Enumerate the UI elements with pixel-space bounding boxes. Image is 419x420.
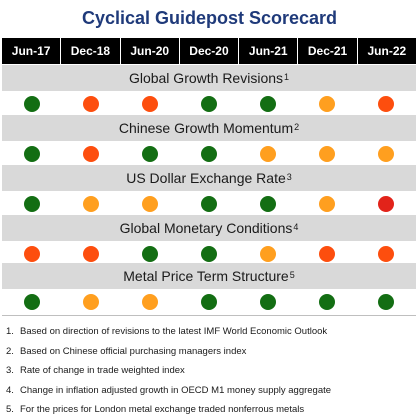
footnote-number: 1. xyxy=(6,326,14,338)
section-band-us-dollar-exchange-rate: US Dollar Exchange Rate 3 xyxy=(2,165,416,191)
period-header: Jun-21 xyxy=(239,38,299,64)
signal-dot-green xyxy=(200,96,217,112)
signal-dot-red xyxy=(378,196,395,212)
signal-row-global-monetary-conditions xyxy=(2,241,416,267)
signal-row-metal-price-term-structure xyxy=(2,289,416,315)
period-header: Jun-17 xyxy=(2,38,62,64)
signal-dot-green xyxy=(200,146,217,162)
signal-dot-orange xyxy=(260,246,277,262)
signal-dot-green xyxy=(378,294,395,310)
section-band-metal-price-term-structure: Metal Price Term Structure 5 xyxy=(2,263,416,289)
signal-dot-orange xyxy=(260,146,277,162)
section-label: Metal Price Term Structure xyxy=(123,268,289,284)
section-label: Global Growth Revisions xyxy=(128,70,284,86)
footnote-item: 3. Rate of change in trade weighted index xyxy=(6,361,416,381)
signal-dot-orange xyxy=(319,146,336,162)
footnote-item: 4. Change in inflation adjusted growth in… xyxy=(6,381,416,401)
signal-dot-green xyxy=(23,294,40,310)
signal-dot-orange xyxy=(82,294,99,310)
signal-dot-green xyxy=(141,146,158,162)
signal-dot-red-orange xyxy=(23,246,40,262)
signal-row-global-growth-revisions xyxy=(2,91,416,117)
footnote-text: Rate of change in trade weighted index xyxy=(20,365,185,377)
section-band-chinese-growth-momentum: Chinese Growth Momentum 2 xyxy=(2,115,416,141)
signal-dot-orange xyxy=(378,146,395,162)
signal-dot-red-orange xyxy=(378,96,395,112)
footnotes: 1. Based on direction of revisions to the… xyxy=(6,322,416,420)
footnote-item: 2. Based on Chinese official purchasing m… xyxy=(6,342,416,362)
section-band-global-monetary-conditions: Global Monetary Conditions 4 xyxy=(2,215,416,241)
signal-dot-green xyxy=(23,96,40,112)
signal-dot-orange xyxy=(319,96,336,112)
footnote-text: Based on direction of revisions to the l… xyxy=(20,326,328,338)
period-header: Dec-18 xyxy=(61,38,121,64)
signal-dot-green xyxy=(23,146,40,162)
signal-dot-red-orange xyxy=(82,246,99,262)
signal-dot-green xyxy=(200,196,217,212)
period-header: Jun-22 xyxy=(357,38,416,64)
footnote-number: 2. xyxy=(6,345,14,357)
signal-row-us-dollar-exchange-rate xyxy=(2,191,416,217)
footnote-text: Change in inflation adjusted growth in O… xyxy=(20,384,332,396)
footnote-number: 5. xyxy=(6,404,14,416)
footnote-marker: 4 xyxy=(293,222,299,232)
footnote-text: For the prices for London metal exchange… xyxy=(20,404,305,416)
signal-dot-red-orange xyxy=(319,246,336,262)
section-label: US Dollar Exchange Rate xyxy=(126,170,286,186)
signal-dot-red-orange xyxy=(82,146,99,162)
table-bottom-divider xyxy=(2,315,416,316)
footnote-item: 1. Based on direction of revisions to the… xyxy=(6,322,416,342)
period-header: Jun-20 xyxy=(120,38,180,64)
page-title: Cyclical Guidepost Scorecard xyxy=(81,8,338,28)
signal-dot-green xyxy=(260,294,277,310)
signal-dot-orange xyxy=(141,196,158,212)
signal-dot-green xyxy=(260,196,277,212)
signal-dot-green xyxy=(260,96,277,112)
footnote-marker: 1 xyxy=(284,72,290,82)
signal-dot-green xyxy=(200,246,217,262)
signal-dot-red-orange xyxy=(378,246,395,262)
footnote-number: 3. xyxy=(6,365,14,377)
footnote-text: Based on Chinese official purchasing man… xyxy=(20,345,247,357)
footnote-item: 5. For the prices for London metal exchan… xyxy=(6,400,416,420)
signal-dot-green xyxy=(319,294,336,310)
signal-dot-green xyxy=(141,246,158,262)
signal-dot-orange xyxy=(319,196,336,212)
signal-dot-green xyxy=(200,294,217,310)
signal-dot-green xyxy=(23,196,40,212)
section-band-global-growth-revisions: Global Growth Revisions 1 xyxy=(2,65,416,91)
signal-dot-red-orange xyxy=(82,96,99,112)
signal-dot-red-orange xyxy=(141,96,158,112)
footnote-number: 4. xyxy=(6,384,14,396)
period-header: Dec-20 xyxy=(179,38,240,64)
section-label: Global Monetary Conditions xyxy=(119,220,293,236)
signal-dot-orange xyxy=(82,196,99,212)
signal-dot-orange xyxy=(141,294,158,310)
footnote-marker: 2 xyxy=(294,122,300,132)
period-header: Dec-21 xyxy=(298,38,358,64)
footnote-marker: 3 xyxy=(286,172,292,182)
footnote-marker: 5 xyxy=(289,270,295,280)
section-label: Chinese Growth Momentum xyxy=(118,120,294,136)
period-header-row: Jun-17 Dec-18 Jun-20 Dec-20 Jun-21 Dec-2… xyxy=(2,38,416,64)
signal-row-chinese-growth-momentum xyxy=(2,141,416,167)
